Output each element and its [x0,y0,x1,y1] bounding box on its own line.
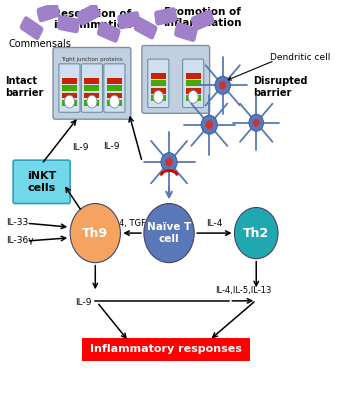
Bar [151,80,166,86]
Circle shape [165,158,173,166]
FancyBboxPatch shape [57,15,80,33]
Bar [151,73,166,79]
Bar [107,78,122,84]
Bar [186,88,201,94]
Text: Th2: Th2 [243,226,269,240]
FancyBboxPatch shape [81,64,102,112]
Text: Th9: Th9 [82,226,108,240]
Text: IL-9: IL-9 [72,143,88,152]
Bar [186,80,201,86]
Text: IL-36γ: IL-36γ [7,236,34,245]
Text: IL-9: IL-9 [76,298,92,307]
Bar [107,85,122,91]
Circle shape [249,114,264,131]
Text: IL-9: IL-9 [103,142,119,151]
Ellipse shape [65,95,75,108]
Circle shape [206,120,213,129]
FancyBboxPatch shape [77,3,100,26]
Circle shape [253,119,260,127]
FancyBboxPatch shape [117,11,140,29]
Ellipse shape [188,90,198,103]
Circle shape [70,204,120,263]
Bar [62,85,77,91]
Bar [186,73,201,79]
FancyBboxPatch shape [183,59,204,108]
Text: IL-4,IL-5,IL-13: IL-4,IL-5,IL-13 [215,286,271,295]
Bar [151,95,166,101]
FancyBboxPatch shape [142,46,210,113]
FancyBboxPatch shape [37,2,60,22]
Bar [85,85,99,91]
Ellipse shape [87,95,97,108]
Text: IL-33: IL-33 [7,218,29,227]
Bar [62,92,77,98]
Circle shape [201,115,217,134]
Bar [85,78,99,84]
Circle shape [235,208,278,259]
Text: Commensals: Commensals [8,39,71,49]
FancyBboxPatch shape [134,17,157,40]
FancyBboxPatch shape [97,22,120,43]
FancyBboxPatch shape [20,16,43,40]
Text: Naïve T
cell: Naïve T cell [147,222,191,244]
Bar [85,92,99,98]
FancyBboxPatch shape [13,160,70,204]
Text: Inflammatory responses: Inflammatory responses [90,344,242,354]
FancyBboxPatch shape [191,10,214,31]
Bar [107,92,122,98]
Text: Intact
barrier: Intact barrier [5,76,43,98]
Ellipse shape [153,90,164,103]
FancyBboxPatch shape [104,64,125,112]
FancyBboxPatch shape [82,338,249,361]
Text: Tight junction proteins: Tight junction proteins [61,57,123,62]
Text: IL-4, TGF-β: IL-4, TGF-β [109,218,154,228]
Bar [151,88,166,94]
Text: Disrupted
barrier: Disrupted barrier [253,76,307,98]
FancyBboxPatch shape [59,64,80,112]
Bar [107,100,122,106]
Bar [62,100,77,106]
Text: Promotion of
inflammation: Promotion of inflammation [163,6,242,28]
Text: iNKT
cells: iNKT cells [27,171,56,193]
Bar [186,95,201,101]
Circle shape [219,81,226,90]
Circle shape [215,76,230,94]
Text: Resolution of
inflammation: Resolution of inflammation [53,8,131,30]
Circle shape [161,153,177,172]
Bar [85,100,99,106]
Text: IL-4: IL-4 [206,218,222,228]
Bar [62,78,77,84]
Circle shape [144,204,194,263]
FancyBboxPatch shape [148,59,169,108]
FancyBboxPatch shape [174,22,198,42]
FancyBboxPatch shape [154,7,177,26]
Ellipse shape [109,95,119,108]
Text: Dendritic cell: Dendritic cell [270,53,330,62]
FancyBboxPatch shape [53,48,131,119]
